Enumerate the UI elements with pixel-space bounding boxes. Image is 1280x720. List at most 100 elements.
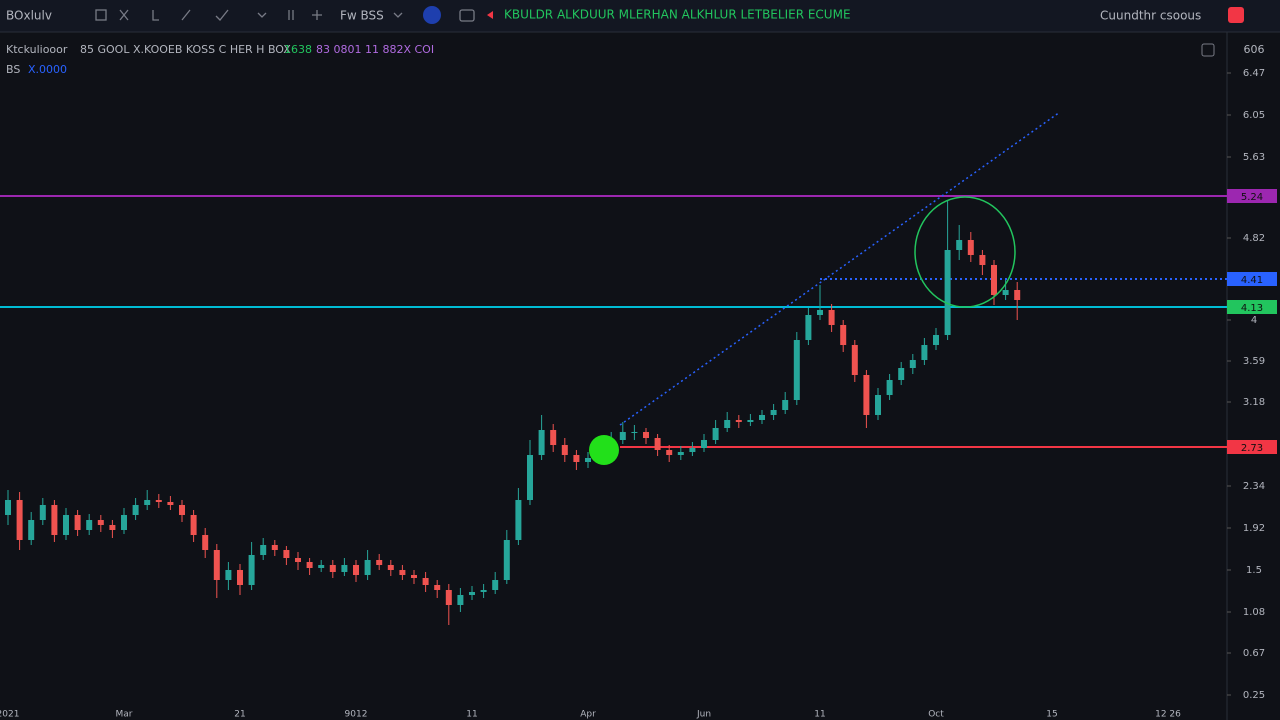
price-badge-label: 5.24 bbox=[1241, 192, 1263, 203]
candle-body bbox=[51, 505, 57, 535]
candle-body bbox=[550, 430, 556, 445]
candle-body bbox=[411, 575, 417, 578]
candle-body bbox=[585, 458, 591, 462]
candle-body bbox=[423, 578, 429, 585]
candle-body bbox=[214, 550, 220, 580]
y-tick-label: 4.82 bbox=[1243, 233, 1265, 244]
candle-body bbox=[852, 345, 858, 375]
candle-body bbox=[202, 535, 208, 550]
candle-body bbox=[863, 375, 869, 415]
candle-body bbox=[527, 455, 533, 500]
candle-body bbox=[330, 565, 336, 572]
candle-body bbox=[840, 325, 846, 345]
study-banner: KBULDR ALKDUUR MLERHAN ALKHLUR LETBELIER… bbox=[504, 8, 851, 22]
x-tick-label: 12 26 bbox=[1155, 710, 1181, 720]
candle-body bbox=[945, 250, 951, 335]
x-tick-label: 11 bbox=[814, 710, 825, 720]
x-tick-label: Oct bbox=[928, 710, 944, 720]
y-tick-label: 4 bbox=[1251, 315, 1257, 326]
study-name: BS bbox=[6, 63, 20, 76]
candle-body bbox=[655, 438, 661, 450]
candle-body bbox=[724, 420, 730, 428]
candle-body bbox=[1003, 290, 1009, 295]
candle-body bbox=[469, 592, 475, 595]
study-value: X.0000 bbox=[28, 63, 67, 76]
candle-body bbox=[991, 265, 997, 295]
candle-body bbox=[573, 455, 579, 462]
icon-badge[interactable] bbox=[423, 6, 441, 24]
y-tick-label: 2.34 bbox=[1243, 481, 1265, 492]
candle-body bbox=[736, 420, 742, 422]
candle-body bbox=[365, 560, 371, 575]
candle-body bbox=[353, 565, 359, 575]
candle-body bbox=[713, 428, 719, 440]
candle-body bbox=[75, 515, 81, 530]
legend-change: 1638 bbox=[284, 43, 312, 56]
candle-body bbox=[446, 590, 452, 605]
candle-body bbox=[17, 500, 23, 540]
candle-body bbox=[144, 500, 150, 505]
candle-body bbox=[434, 585, 440, 590]
candle-body bbox=[678, 452, 684, 455]
candle-body bbox=[643, 432, 649, 438]
candle-body bbox=[701, 440, 707, 448]
candle-body bbox=[457, 595, 463, 605]
x-tick-label: 2021 bbox=[0, 710, 19, 720]
candle-body bbox=[272, 545, 278, 550]
candle-body bbox=[341, 565, 347, 572]
candle-body bbox=[121, 515, 127, 530]
candle-body bbox=[631, 432, 637, 433]
symbol-button[interactable]: BOxlulv bbox=[6, 9, 52, 23]
candle-body bbox=[817, 310, 823, 315]
interval-button[interactable]: Fw BSS bbox=[340, 9, 384, 23]
y-tick-label: 3.59 bbox=[1243, 356, 1265, 367]
x-tick-label: 15 bbox=[1046, 710, 1057, 720]
candle-body bbox=[109, 525, 115, 530]
account-menu[interactable]: Cuundthr csoous bbox=[1100, 9, 1201, 23]
avatar[interactable] bbox=[1228, 7, 1244, 23]
candle-body bbox=[759, 415, 765, 420]
candle-body bbox=[98, 520, 104, 525]
candle-body bbox=[771, 410, 777, 415]
y-tick-label: 1.5 bbox=[1246, 565, 1262, 576]
candle-body bbox=[249, 555, 255, 585]
candle-body bbox=[295, 558, 301, 562]
candle-body bbox=[388, 565, 394, 570]
candle-body bbox=[167, 502, 173, 505]
candle-body bbox=[399, 570, 405, 575]
x-tick-label: Mar bbox=[116, 710, 133, 720]
candle-body bbox=[979, 255, 985, 265]
candle-body bbox=[689, 448, 695, 452]
y-tick-label: 6.47 bbox=[1243, 68, 1265, 79]
x-tick-label: 9012 bbox=[345, 710, 368, 720]
candle-body bbox=[191, 515, 197, 535]
x-tick-label: Apr bbox=[580, 710, 596, 720]
signal-marker bbox=[589, 435, 619, 465]
candle-body bbox=[747, 420, 753, 422]
candle-body bbox=[133, 505, 139, 515]
y-tick-label: 0.25 bbox=[1243, 690, 1265, 701]
candle-body bbox=[666, 450, 672, 455]
candle-body bbox=[504, 540, 510, 580]
y-tick-label: 1.92 bbox=[1243, 523, 1265, 534]
x-tick-label: 11 bbox=[466, 710, 477, 720]
axis-unit: 606 bbox=[1244, 43, 1265, 56]
candle-body bbox=[156, 500, 162, 502]
candle-body bbox=[875, 395, 881, 415]
candle-body bbox=[492, 580, 498, 590]
x-tick-label: 21 bbox=[234, 710, 245, 720]
trading-screen: BOxlulv Fw BSS KBULDR ALKDUUR MLERHAN AL… bbox=[0, 0, 1280, 720]
candle-body bbox=[481, 590, 487, 592]
candle-body bbox=[237, 570, 243, 585]
candle-body bbox=[933, 335, 939, 345]
candle-body bbox=[921, 345, 927, 360]
y-tick-label: 5.63 bbox=[1243, 152, 1265, 163]
candle-body bbox=[63, 515, 69, 535]
candle-body bbox=[968, 240, 974, 255]
candle-body bbox=[260, 545, 266, 555]
legend-ohlc: 85 GOOL X.KOOEB KOSS C HER H BOX bbox=[80, 43, 291, 56]
price-badge-label: 4.41 bbox=[1241, 275, 1263, 286]
candle-body bbox=[887, 380, 893, 395]
candle-body bbox=[283, 550, 289, 558]
candle-body bbox=[782, 400, 788, 410]
